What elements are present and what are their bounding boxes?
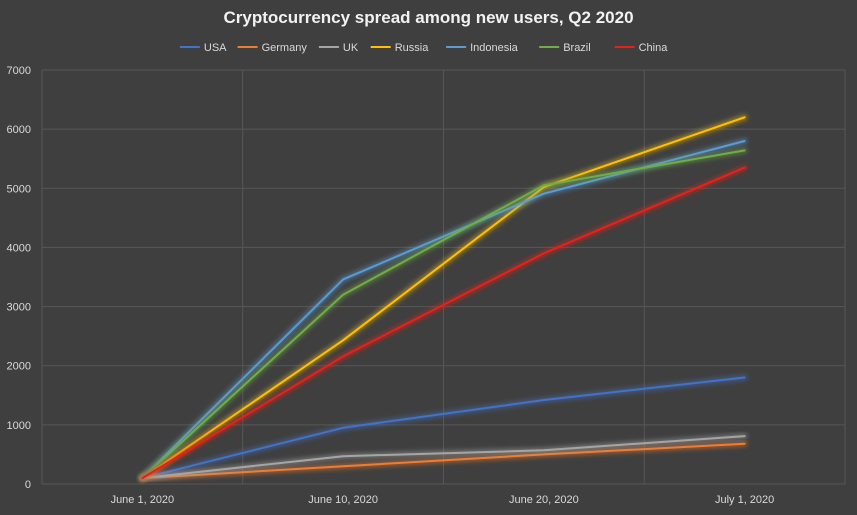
- y-tick-label: 7000: [7, 65, 31, 77]
- series-china: [139, 164, 748, 482]
- legend-item-brazil[interactable]: Brazil: [539, 42, 591, 54]
- series-line-russia[interactable]: [141, 116, 746, 480]
- legend-label: Indonesia: [470, 42, 519, 54]
- grid-layer: [41, 69, 846, 485]
- legend-item-usa[interactable]: USA: [179, 42, 227, 54]
- series-usa: [139, 374, 748, 482]
- legend-item-uk[interactable]: UK: [318, 42, 359, 54]
- x-tick-label: June 10, 2020: [308, 494, 378, 506]
- legend-label: China: [639, 42, 669, 54]
- legend-label: Germany: [262, 42, 308, 54]
- y-tick-label: 4000: [7, 242, 31, 254]
- legend-item-germany[interactable]: Germany: [237, 42, 308, 54]
- y-tick-label: 2000: [7, 361, 31, 373]
- legend-label: Brazil: [563, 42, 591, 54]
- x-tick-label: June 1, 2020: [111, 494, 175, 506]
- x-tick-label: June 20, 2020: [509, 494, 579, 506]
- y-tick-label: 6000: [7, 124, 31, 136]
- legend-label: USA: [204, 42, 227, 54]
- series-line-brazil[interactable]: [141, 149, 746, 480]
- legend-item-china[interactable]: China: [614, 42, 669, 54]
- axis-layer: 0 1000 2000 3000 4000 5000 6000 7000 June 1, 202…: [7, 65, 775, 506]
- series-germany: [139, 440, 748, 482]
- series-uk: [139, 433, 748, 482]
- legend: USA Germany UK Russia Indonesia Brazil China: [179, 42, 669, 54]
- series-line-germany[interactable]: [141, 442, 746, 480]
- y-tick-label: 3000: [7, 302, 31, 314]
- series-line-china[interactable]: [141, 166, 746, 480]
- legend-label: UK: [343, 42, 359, 54]
- legend-item-russia[interactable]: Russia: [370, 42, 430, 54]
- legend-item-indonesia[interactable]: Indonesia: [446, 42, 519, 54]
- y-tick-label: 5000: [7, 183, 31, 195]
- y-tick-label: 0: [25, 479, 31, 491]
- series-layer: [139, 114, 748, 482]
- series-russia: [139, 114, 748, 482]
- series-line-uk[interactable]: [141, 435, 746, 480]
- x-tick-label: July 1, 2020: [715, 494, 774, 506]
- series-line-usa[interactable]: [141, 376, 746, 480]
- legend-label: Russia: [395, 42, 430, 54]
- chart-title: Cryptocurrency spread among new users, Q…: [223, 8, 634, 27]
- series-brazil: [139, 147, 748, 482]
- y-tick-label: 1000: [7, 420, 31, 432]
